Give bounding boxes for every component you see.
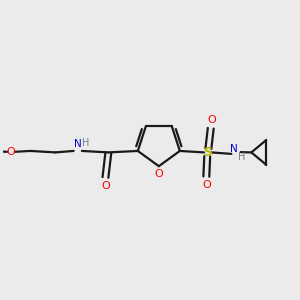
Text: O: O: [101, 181, 110, 191]
Text: O: O: [202, 180, 211, 190]
Text: H: H: [82, 138, 89, 148]
Text: N: N: [230, 144, 238, 154]
Text: H: H: [238, 152, 245, 162]
Text: O: O: [208, 115, 217, 125]
Text: S: S: [203, 146, 212, 159]
Text: O: O: [154, 169, 163, 179]
Text: N: N: [74, 140, 81, 149]
Text: O: O: [7, 147, 16, 157]
